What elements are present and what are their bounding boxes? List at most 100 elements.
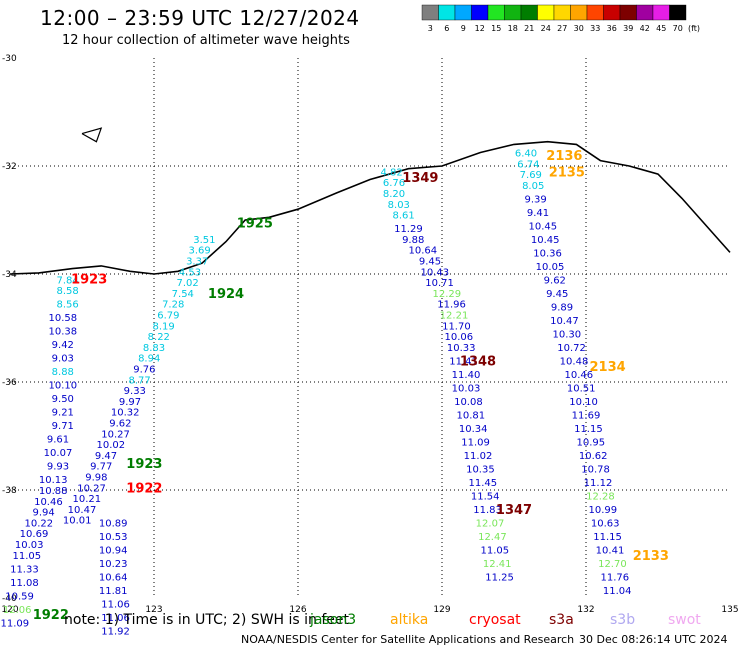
wave-height-value: 10.30 [552,329,581,340]
wave-height-value: 11.29 [394,224,423,235]
wave-height-value: 11.81 [99,586,128,597]
wave-height-value: 10.27 [77,483,106,494]
colorbar-swatch [603,4,621,21]
y-tick-label: -32 [2,162,17,172]
wave-height-value: 10.01 [63,516,92,527]
colorbar-label: 6 [444,24,449,33]
wave-height-value: 11.12 [584,478,613,489]
y-tick-label: -36 [2,378,17,388]
colorbar-label: 24 [541,24,551,33]
wave-height-value: 10.46 [34,497,63,508]
colorbar-label: 18 [508,24,518,33]
wave-height-value: 9.62 [109,419,131,430]
wave-height-value: 8.56 [56,300,78,311]
wave-height-value: 10.78 [581,464,610,475]
satellite-legend-s3b: s3b [610,612,636,628]
wave-height-value: 11.96 [437,300,466,311]
pass-time-label: 1923 [71,272,107,287]
wave-height-value: 10.38 [48,327,77,338]
colorbar-label: 15 [491,24,501,33]
wave-height-value: 9.21 [52,408,74,419]
wave-height-value: 10.45 [531,235,560,246]
wave-height-value: 8.83 [143,343,165,354]
wave-height-value: 10.23 [99,559,128,570]
wave-height-value: 11.15 [574,424,603,435]
colorbar-label: 70 [673,24,683,33]
wave-height-value: 8.20 [383,189,405,200]
colorbar-label: 39 [623,24,633,33]
wave-height-value: 10.08 [454,397,483,408]
wave-height-value: 10.81 [456,410,485,421]
wave-height-value: 10.69 [20,529,49,540]
x-tick-label: 129 [433,605,450,615]
pass-time-label: 1922 [126,481,162,496]
wave-height-value: 11.92 [101,626,130,637]
wave-height-value: 10.33 [447,343,476,354]
wave-height-value: 9.50 [52,394,74,405]
y-tick-label: -30 [2,54,17,64]
wave-height-value: 8.19 [152,321,174,332]
colorbar-label: 45 [656,24,666,33]
colorbar-swatch [652,4,670,21]
wave-height-value: 10.43 [420,267,449,278]
wave-height-value: 10.95 [576,437,605,448]
wave-height-value: 10.88 [39,486,68,497]
wave-height-value: 9.89 [551,302,573,313]
wave-height-value: 10.10 [569,397,598,408]
wave-height-value: 9.77 [90,462,112,473]
pass-time-label: 1349 [402,171,438,186]
pass-time-label: 2134 [590,360,626,375]
wave-height-value: 11.06 [101,599,130,610]
colorbar-swatch [636,4,654,21]
wave-height-value: 11.25 [485,572,514,583]
wave-height-value: 11.40 [452,370,481,381]
wave-height-value: 10.64 [408,246,437,257]
chart-subtitle: 12 hour collection of altimeter wave hei… [62,33,350,48]
wave-height-value: 11.45 [468,478,497,489]
wave-height-value: 10.32 [111,408,140,419]
wave-height-value: 12.70 [598,559,627,570]
wave-height-value: 11.09 [461,437,490,448]
credit-text: NOAA/NESDIS Center for Satellite Applica… [241,633,575,646]
lat-lon-grid [10,58,730,598]
wave-height-value: 9.76 [133,365,155,376]
wave-height-value: 10.03 [452,383,481,394]
axis-tick-labels: 120 123 126 129 132 135 -30 -32 -34 -36 -38 -40 [1,54,738,615]
wave-height-value: 12.06 [3,605,32,616]
wave-height-value: 12.41 [483,559,512,570]
satellite-legend-cryosat: cryosat [469,612,521,628]
wave-height-value: 11.69 [572,410,601,421]
wave-height-value: 11.06 [101,613,130,624]
colorbar-swatch [669,4,687,21]
colorbar-swatch [454,4,472,21]
colorbar-unit: (ft) [688,24,700,33]
pass-time-label: 1924 [208,287,244,302]
wave-height-value: 10.62 [579,451,608,462]
wave-height-value: 10.89 [99,518,128,529]
pass-time-label: 1347 [496,503,532,518]
coastline [9,127,731,275]
wave-height-value: 10.59 [5,591,34,602]
wave-height-value: 9.94 [32,508,54,519]
wave-height-value: 10.99 [588,505,617,516]
colorbar-label: 3 [428,24,433,33]
timestamp-text: 30 Dec 08:26:14 UTC 2024 [579,633,728,646]
satellite-legend-s3a: s3a [549,612,574,628]
pass-time-label: 2136 [546,149,582,164]
wave-height-value: 9.03 [52,354,74,365]
wave-height-value: 7.84 [56,275,78,286]
wave-height-value: 11.08 [10,578,39,589]
colorbar-swatch [438,4,456,21]
colorbar-label: 12 [475,24,485,33]
colorbar-swatch [487,4,505,21]
x-tick-label: 135 [721,605,738,615]
colorbar-label: 27 [557,24,567,33]
satellite-legend-swot: swot [668,612,701,628]
wave-height-value: 10.58 [48,313,77,324]
wave-height-value: 6.40 [515,149,537,160]
colorbar-swatch [537,4,555,21]
wave-height-value: 10.13 [39,475,68,486]
wave-height-value: 11.76 [600,572,629,583]
